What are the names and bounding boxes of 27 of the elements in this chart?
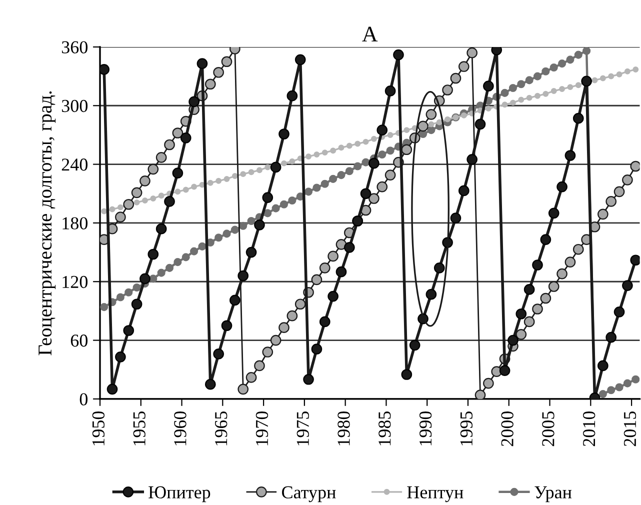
x-tick-label: 2005 (542, 411, 554, 446)
legend-label: Сатурн (282, 486, 336, 502)
legend-label: Юпитер (148, 486, 210, 502)
y-tick-label: 0 (80, 393, 88, 406)
y-tick-label: 300 (62, 100, 88, 112)
x-tick-label: 1990 (419, 411, 432, 446)
x-tick-label: 1995 (460, 411, 473, 446)
x-tick-label: 1970 (256, 411, 268, 446)
y-axis-title: Геоцентрические долготы, град. (38, 91, 56, 356)
x-tick-label: 1950 (92, 411, 105, 446)
x-tick-label: 1975 (296, 411, 309, 446)
x-tick-label: 1985 (378, 411, 391, 446)
legend-label: Нептун (407, 486, 464, 502)
chart-title: A (362, 26, 378, 42)
x-tick-label: 1965 (215, 411, 228, 446)
y-tick-label: 180 (62, 217, 88, 230)
legend-label: Уран (534, 486, 572, 502)
x-tick-label: 2015 (624, 411, 636, 446)
x-tick-label: 1980 (338, 411, 350, 446)
x-tick-label: 1955 (133, 411, 146, 446)
y-tick-label: 60 (70, 334, 88, 347)
x-tick-label: 2010 (582, 411, 596, 446)
x-tick-label: 1960 (174, 411, 186, 446)
y-tick-label: 240 (62, 158, 88, 171)
x-tick-label: 2000 (501, 411, 514, 446)
y-tick-label: 120 (62, 276, 88, 288)
y-tick-label: 360 (62, 41, 88, 54)
